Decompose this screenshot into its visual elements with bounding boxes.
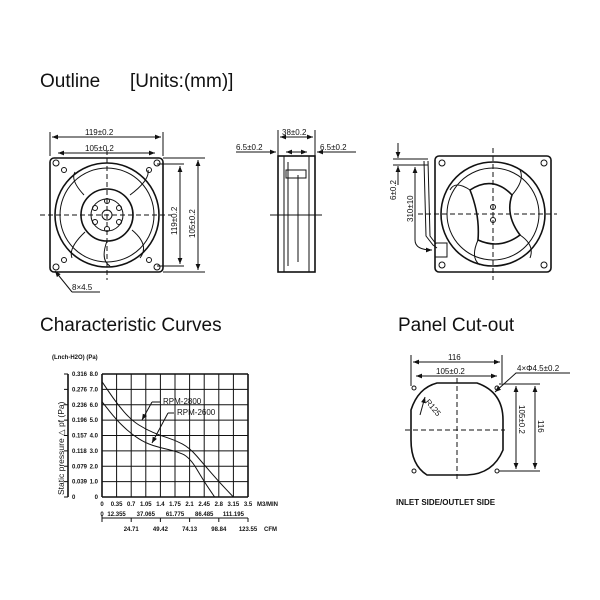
y-tick-inch: 0.079 xyxy=(72,464,88,470)
y-tick-pa: 0 xyxy=(95,495,99,501)
x-tick-m3: 0.35 xyxy=(111,502,123,508)
panel-hole-pitch-v-dim: 105±0.2 xyxy=(517,405,526,434)
y-tick-inch: 0.039 xyxy=(72,480,88,486)
panel-hole-pitch-dim: 105±0.2 xyxy=(436,367,465,376)
front-hole-pitch-v-dim: 105±0.2 xyxy=(188,209,197,238)
panel-radius-dim: R125 xyxy=(423,398,443,419)
x-tick-cfm-lower: 98.84 xyxy=(211,527,227,533)
curves-title: Characteristic Curves xyxy=(40,315,222,336)
y-tick-pa: 3.0 xyxy=(90,449,99,455)
outline-title: Outline xyxy=(40,71,100,92)
x-unit-cfm: CFM xyxy=(264,527,277,533)
side-depth-dim: 38±0.2 xyxy=(282,128,307,137)
x-tick-m3: 3.15 xyxy=(228,502,240,508)
panel-cutout-drawing xyxy=(405,355,570,482)
front-height-dim: 119±0.2 xyxy=(170,206,179,235)
y-tick-inch: 0.157 xyxy=(72,434,88,440)
side-view-drawing xyxy=(236,130,356,273)
lead-offset-dim: 6±0.2 xyxy=(389,179,398,200)
panel-holes-dim: 4×Φ4.5±0.2 xyxy=(517,364,560,373)
y-tick-inch: 0.196 xyxy=(72,418,88,424)
x-tick-cfm-upper: 86.485 xyxy=(195,512,214,518)
y-tick-pa: 5.0 xyxy=(90,418,99,424)
x-tick-m3: 3.5 xyxy=(244,502,253,508)
front-hole-pitch-dim: 105±0.2 xyxy=(85,144,114,153)
series-arrow-2 xyxy=(151,412,169,444)
side-flange-left-dim: 6.5±0.2 xyxy=(236,143,263,152)
units-label: [Units:(mm)] xyxy=(130,71,233,92)
x-tick-m3: 0.7 xyxy=(127,502,136,508)
y-tick-pa: 8.0 xyxy=(90,372,99,378)
y-tick-inch: 0.118 xyxy=(72,449,87,455)
x-tick-cfm-lower: 24.71 xyxy=(124,527,140,533)
x-tick-m3: 1.05 xyxy=(140,502,152,508)
x-tick-cfm-upper: 12.355 xyxy=(107,512,126,518)
curve-rpm-2800 xyxy=(101,381,234,498)
y-tick-inch: 0 xyxy=(72,495,76,501)
y-units-header: (Lnch-H2O) (Pa) xyxy=(52,355,98,361)
series-label-rpm-2800: RPM-2800 xyxy=(163,397,202,406)
front-view-drawing xyxy=(40,132,205,293)
rear-view-drawing xyxy=(393,143,557,280)
side-flange-right-dim: 6.5±0.2 xyxy=(320,143,347,152)
characteristic-curves-chart: (Lnch-H2O) (Pa) Static pressure △ pf (Pa… xyxy=(52,355,278,533)
x-tick-cfm-lower: 123.55 xyxy=(239,527,258,533)
lead-length-dim: 310±10 xyxy=(406,195,415,222)
panel-outer-width-dim: 116 xyxy=(448,353,461,362)
panel-title: Panel Cut-out xyxy=(398,315,515,336)
x-tick-m3: 1.4 xyxy=(156,502,165,508)
y-tick-inch: 0.316 xyxy=(72,372,88,378)
panel-caption: INLET SIDE/OUTLET SIDE xyxy=(396,498,496,507)
y-tick-inch: 0.236 xyxy=(72,403,88,409)
y-axis-label: Static pressure △ pf (Pa) xyxy=(56,401,66,495)
mount-holes-label: 8×4.5 xyxy=(72,283,93,292)
series-arrow-1 xyxy=(141,401,153,421)
front-width-dim: 119±0.2 xyxy=(85,128,114,137)
curve-rpm-2600 xyxy=(101,401,216,498)
x-tick-m3: 1.75 xyxy=(169,502,181,508)
panel-outer-height-dim: 116 xyxy=(536,420,545,433)
x-tick-m3: 0 xyxy=(100,502,104,508)
x-tick-m3: 2.8 xyxy=(215,502,224,508)
y-tick-pa: 2.0 xyxy=(90,464,99,470)
x-tick-m3: 2.45 xyxy=(198,502,210,508)
series-label-rpm-2600: RPM-2600 xyxy=(177,408,216,417)
x-tick-cfm-upper: 37.065 xyxy=(137,512,156,518)
x-tick-cfm-lower: 49.42 xyxy=(153,527,169,533)
x-tick-m3: 2.1 xyxy=(185,502,194,508)
y-tick-inch: 0.276 xyxy=(72,387,88,393)
y-tick-pa: 4.0 xyxy=(90,434,99,440)
x-tick-cfm-upper: 111.195 xyxy=(223,512,245,518)
y-tick-pa: 1.0 xyxy=(90,480,99,486)
x-tick-cfm-upper: 61.775 xyxy=(166,512,185,518)
y-tick-pa: 7.0 xyxy=(90,387,99,393)
x-unit-m3: M3/MIN xyxy=(257,502,278,508)
x-tick-cfm-lower: 74.13 xyxy=(182,527,198,533)
y-tick-pa: 6.0 xyxy=(90,403,99,409)
